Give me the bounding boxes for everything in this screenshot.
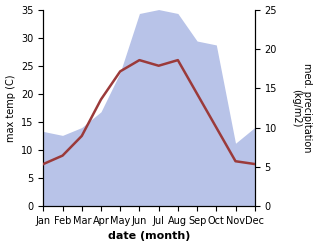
Y-axis label: med. precipitation
(kg/m2): med. precipitation (kg/m2) bbox=[291, 63, 313, 153]
Y-axis label: max temp (C): max temp (C) bbox=[5, 74, 16, 142]
X-axis label: date (month): date (month) bbox=[108, 231, 190, 242]
